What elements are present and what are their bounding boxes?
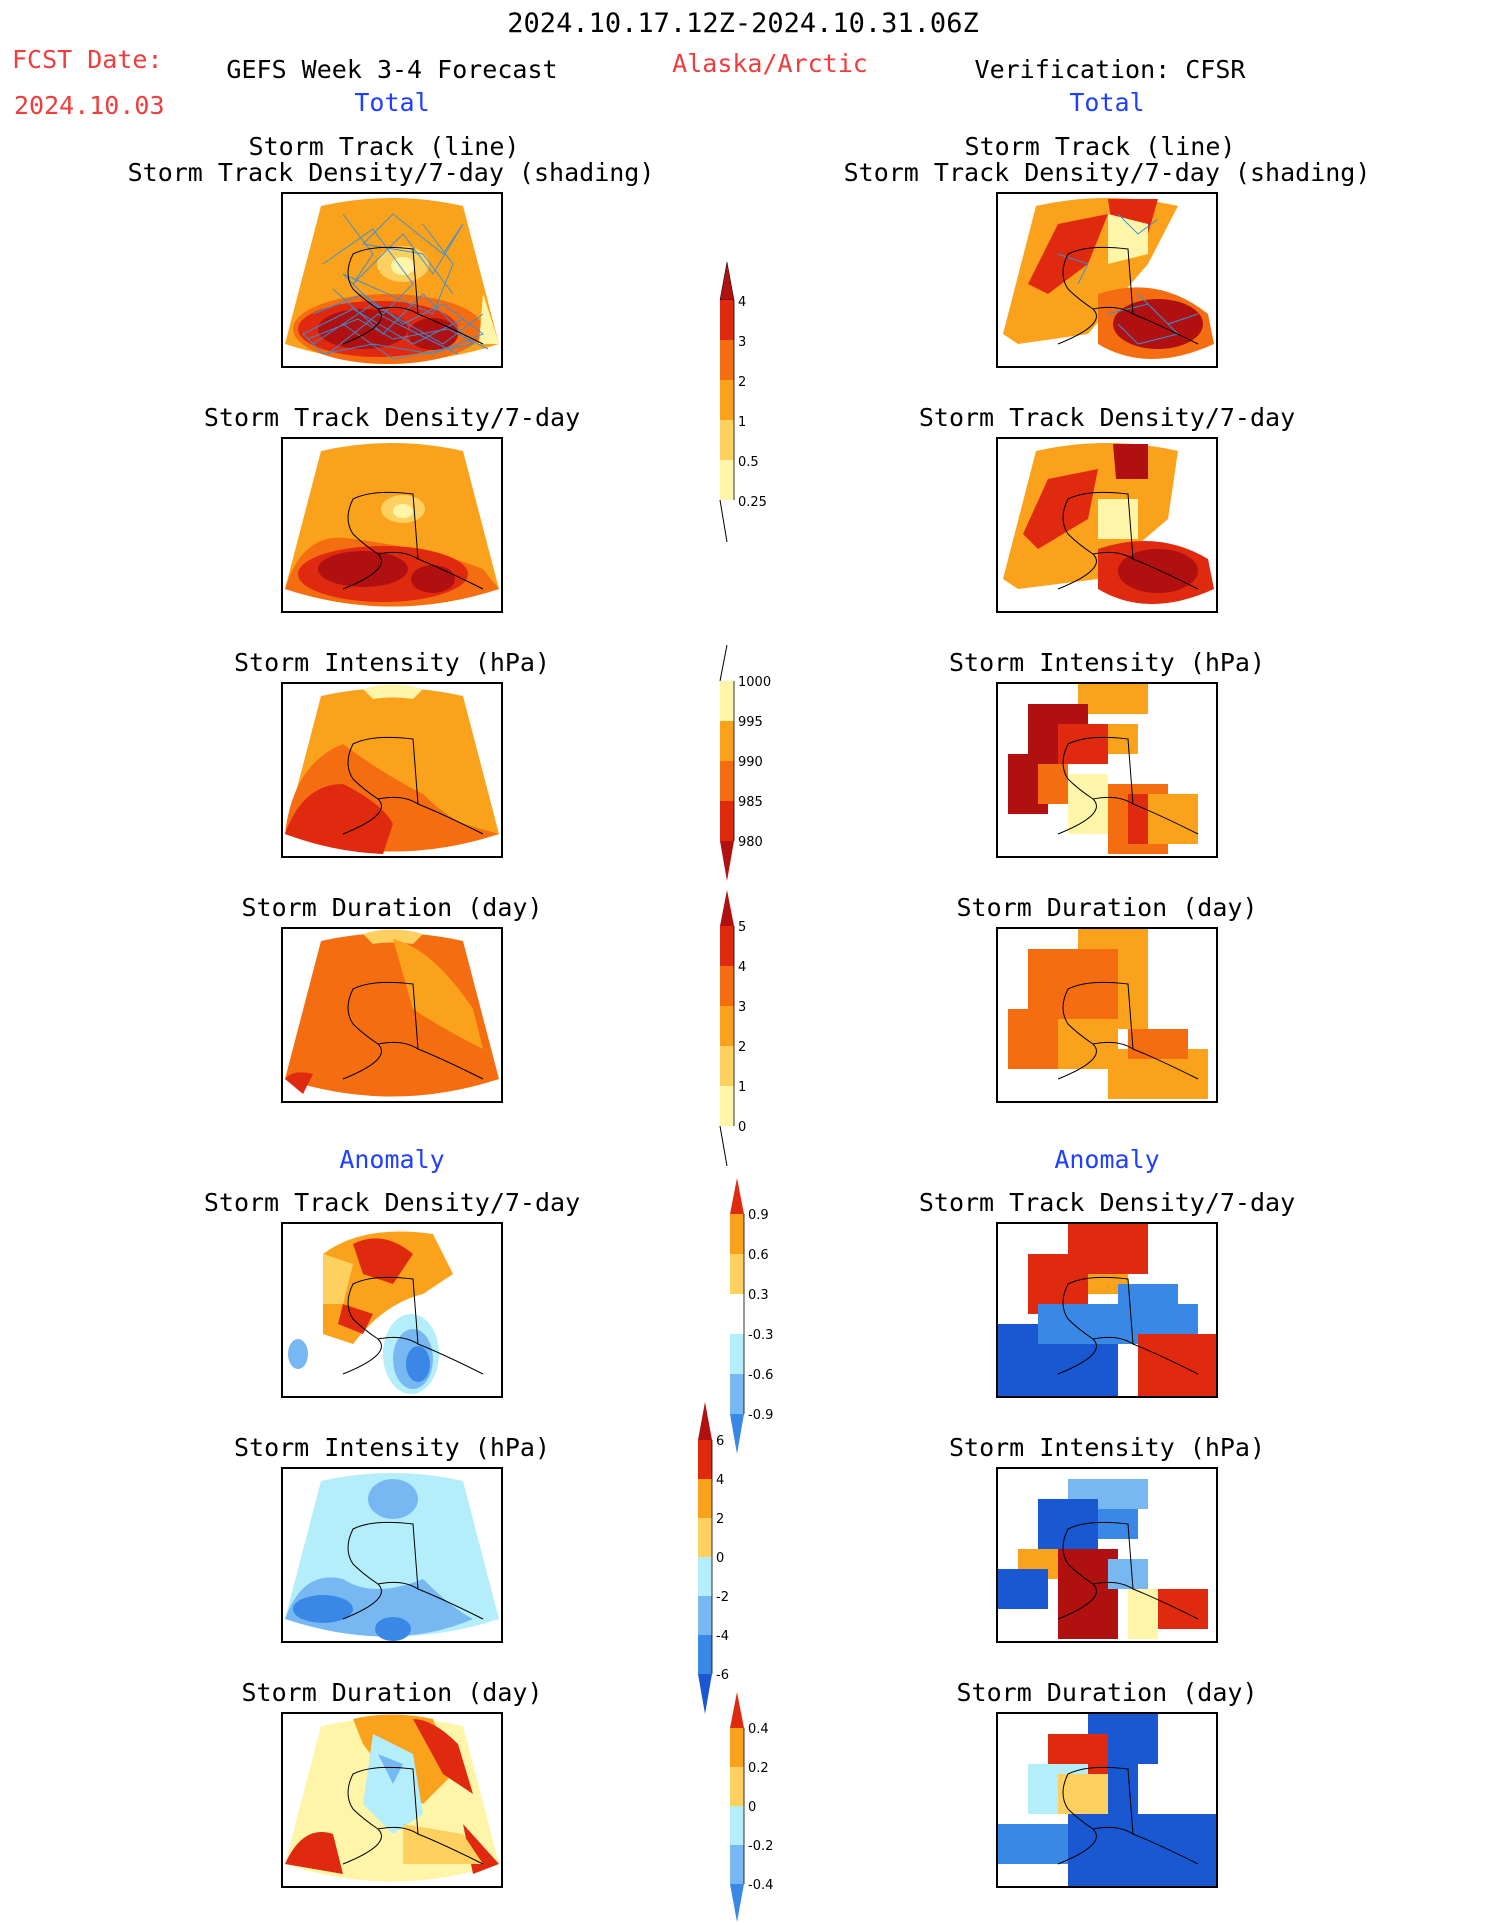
map-duration-right (996, 927, 1218, 1103)
left-title: GEFS Week 3-4 Forecast (226, 55, 558, 84)
map-intensity-anom-left (281, 1467, 503, 1643)
panel-title-density-left: Storm Track Density/7-day (203, 403, 581, 432)
panel-title-duration-anom-right: Storm Duration (day) (956, 1678, 1258, 1707)
intensity-anom-level-1: 4 (716, 1473, 724, 1488)
colorbar-density-anom: 0.9 0.6 0.3 -0.3 -0.6 -0.9 (730, 1178, 773, 1454)
duration-total-level-3: 2 (738, 1040, 746, 1055)
density-total-level-5: 0.25 (738, 495, 767, 510)
intensity-anom-level-2: 2 (716, 1512, 724, 1527)
colorbar-density-total: 4 3 2 1 0.5 0.25 (719, 262, 767, 543)
density-total-level-2: 2 (738, 375, 746, 390)
panel-title-duration-left: Storm Duration (day) (241, 893, 543, 922)
duration-total-level-0: 5 (738, 920, 746, 935)
right-total-label: Total (1069, 88, 1145, 117)
map-density-left (281, 437, 503, 613)
map-density-anom-left (281, 1222, 503, 1398)
duration-total-level-1: 4 (738, 960, 746, 975)
anomaly-left-label: Anomaly (339, 1145, 445, 1174)
duration-total-level-2: 3 (738, 1000, 746, 1015)
panel-title-track-line-left: Storm Track (line) (248, 132, 520, 161)
map-intensity-anom-right (996, 1467, 1218, 1643)
density-anom-level-3: -0.3 (748, 1328, 773, 1343)
intensity-anom-level-5: -4 (716, 1629, 729, 1644)
panel-title-track-line-right: Storm Track (line) (964, 132, 1236, 161)
map-duration-anom-left (281, 1712, 503, 1888)
density-total-level-4: 0.5 (738, 455, 759, 470)
density-total-level-0: 4 (738, 295, 746, 310)
fcst-label: FCST Date: (12, 45, 163, 74)
density-anom-level-0: 0.9 (748, 1208, 769, 1223)
map-track-right (996, 192, 1218, 368)
map-duration-left (281, 927, 503, 1103)
colorbar-duration-anom: 0.4 0.2 0 -0.2 -0.4 (730, 1692, 773, 1922)
colorbar-duration-total: 5 4 3 2 1 0 (719, 890, 746, 1167)
panel-title-density-anom-right: Storm Track Density/7-day (918, 1188, 1296, 1217)
duration-anom-level-0: 0.4 (748, 1722, 769, 1737)
duration-anom-level-4: -0.4 (748, 1878, 773, 1893)
density-anom-level-2: 0.3 (748, 1288, 769, 1303)
panel-title-track-shading-right: Storm Track Density/7-day (shading) (843, 158, 1371, 187)
panel-title-density-anom-left: Storm Track Density/7-day (203, 1188, 581, 1217)
panel-title-intensity-left: Storm Intensity (hPa) (233, 648, 551, 677)
intensity-total-level-3: 985 (738, 795, 763, 810)
map-density-anom-right (996, 1222, 1218, 1398)
panel-title-intensity-anom-right: Storm Intensity (hPa) (948, 1433, 1266, 1462)
density-total-level-1: 3 (738, 335, 746, 350)
map-track-left (281, 192, 503, 368)
fcst-date: 2024.10.03 (14, 91, 165, 120)
colorbar-intensity-anom: 6 4 2 0 -2 -4 -6 (698, 1402, 729, 1714)
right-title: Verification: CFSR (974, 55, 1246, 84)
duration-anom-level-2: 0 (748, 1800, 756, 1815)
panel-title-duration-anom-left: Storm Duration (day) (241, 1678, 543, 1707)
duration-total-level-4: 1 (738, 1080, 746, 1095)
density-anom-level-4: -0.6 (748, 1368, 773, 1383)
intensity-anom-level-6: -6 (716, 1668, 729, 1683)
intensity-total-level-4: 980 (738, 835, 763, 850)
intensity-total-level-1: 995 (738, 715, 763, 730)
date-range: 2024.10.17.12Z-2024.10.31.06Z (507, 8, 979, 39)
intensity-total-level-0: 1000 (738, 675, 771, 690)
duration-total-level-5: 0 (738, 1120, 746, 1135)
anomaly-right-label: Anomaly (1054, 1145, 1160, 1174)
intensity-anom-level-4: -2 (716, 1590, 729, 1605)
duration-anom-level-3: -0.2 (748, 1839, 773, 1854)
region-label: Alaska/Arctic (672, 49, 868, 78)
panel-title-intensity-anom-left: Storm Intensity (hPa) (233, 1433, 551, 1462)
density-anom-level-1: 0.6 (748, 1248, 769, 1263)
left-total-label: Total (354, 88, 430, 117)
map-intensity-left (281, 682, 503, 858)
duration-anom-level-1: 0.2 (748, 1761, 769, 1776)
intensity-anom-level-3: 0 (716, 1551, 724, 1566)
colorbar-intensity-total: 1000 995 990 985 980 (719, 645, 771, 881)
intensity-anom-level-0: 6 (716, 1434, 724, 1449)
panel-title-track-shading-left: Storm Track Density/7-day (shading) (127, 158, 655, 187)
intensity-total-level-2: 990 (738, 755, 763, 770)
panel-title-duration-right: Storm Duration (day) (956, 893, 1258, 922)
panel-title-density-right: Storm Track Density/7-day (918, 403, 1296, 432)
panel-title-intensity-right: Storm Intensity (hPa) (948, 648, 1266, 677)
map-density-right (996, 437, 1218, 613)
density-total-level-3: 1 (738, 415, 746, 430)
map-intensity-right (996, 682, 1218, 858)
density-anom-level-5: -0.9 (748, 1408, 773, 1423)
map-duration-anom-right (996, 1712, 1218, 1888)
